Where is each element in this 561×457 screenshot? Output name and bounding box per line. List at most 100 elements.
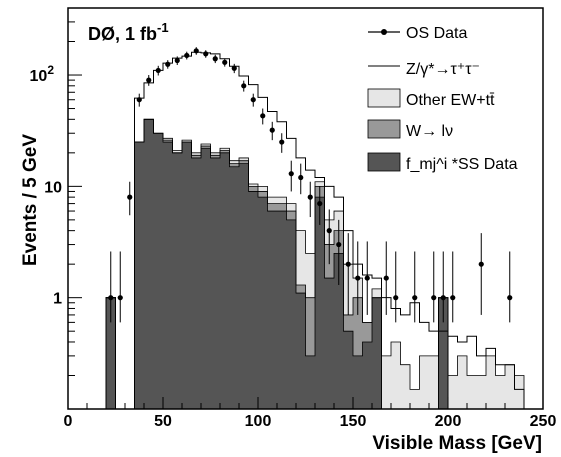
data-point	[222, 59, 228, 65]
data-point	[364, 275, 370, 281]
fmj_ss-bar	[334, 253, 344, 409]
y-tick-label: 1	[53, 291, 62, 308]
legend-swatch-other_ew	[367, 88, 401, 108]
data-point	[165, 61, 171, 67]
other_ew-bar	[476, 375, 486, 409]
x-tick-label: 250	[530, 413, 557, 430]
fmj_ss-bar	[153, 133, 163, 409]
experiment-label-sup: -1	[157, 20, 169, 35]
data-point	[393, 295, 399, 301]
plot-frame	[67, 7, 544, 410]
data-point	[307, 194, 313, 200]
data-point	[336, 241, 342, 248]
fmj_ss-bar	[324, 278, 334, 409]
wlnu-bar	[305, 297, 315, 409]
data-point	[317, 200, 323, 207]
experiment-label: DØ, 1 fb-1	[88, 20, 169, 44]
other_ew-bar	[486, 355, 496, 409]
x-tick-label: 0	[64, 413, 73, 430]
x-tick-label: 50	[154, 413, 172, 430]
other_ew-bar	[514, 375, 524, 409]
legend-label-os-data: OS Data	[406, 25, 467, 42]
fmj_ss-bar	[191, 157, 201, 409]
fmj_ss-bar	[372, 297, 382, 409]
data-point	[193, 48, 199, 54]
data-point	[108, 295, 114, 301]
fmj_ss-bar	[362, 341, 372, 409]
data-point	[174, 57, 180, 64]
legend-label-fmj_ss: f_mj^i *SS Data	[406, 156, 518, 173]
fmj_ss-bar	[163, 142, 173, 409]
data-point	[231, 65, 237, 71]
data-point	[269, 127, 275, 133]
fmj_ss-bar	[239, 163, 249, 409]
x-tick-label: 150	[340, 413, 367, 430]
data-point	[260, 113, 266, 119]
legend-label-wlnu: W→ lν	[406, 123, 453, 140]
legend-swatch-wlnu	[367, 119, 401, 139]
x-tick-label: 200	[435, 413, 462, 430]
fmj_ss-bar	[343, 331, 353, 409]
data-point	[136, 97, 142, 103]
other_ew-bar	[410, 389, 420, 409]
data-point	[412, 295, 418, 301]
data-point	[241, 83, 247, 89]
data-point	[355, 275, 361, 281]
fmj_ss-bar	[134, 142, 144, 409]
legend-data-marker	[381, 29, 387, 35]
other_ew-outline	[105, 118, 534, 410]
fmj_ss-bar	[172, 152, 182, 409]
wlnu-bar	[353, 297, 363, 409]
stacked-fills	[106, 119, 524, 410]
fmj_ss-bar	[438, 297, 448, 409]
data-point	[203, 51, 209, 57]
fmj_ss-bar	[286, 219, 296, 409]
legend-label-ztt: Z/γ*→τ⁺τ⁻	[406, 61, 480, 78]
data-point	[431, 295, 437, 301]
other_ew-bar	[429, 355, 439, 409]
experiment-label-text: DØ, 1 fb	[88, 24, 157, 44]
other_ew-bar	[448, 375, 458, 409]
data-point	[117, 295, 123, 301]
data-point	[440, 295, 446, 301]
fmj_ss-bar	[305, 355, 315, 409]
fmj_ss-bar	[210, 157, 220, 409]
x-tick-label: 100	[245, 413, 272, 430]
data-point	[212, 56, 218, 62]
other_ew-bar	[505, 364, 515, 409]
axis-ticks	[67, 7, 544, 410]
fmj_ss-bar	[248, 191, 258, 409]
fmj_ss-bar	[220, 152, 230, 409]
data-point	[478, 261, 484, 267]
fmj_ss-bar	[267, 211, 277, 409]
fmj_ss-bar	[315, 197, 325, 409]
fmj_ss-bar	[144, 119, 154, 409]
data-point	[146, 77, 152, 83]
fmj_ss-bar	[229, 166, 239, 409]
data-point	[288, 171, 294, 177]
svg-text:DØ, 1 fb-1: DØ, 1 fb-1	[88, 20, 169, 44]
fmj_ss-bar	[201, 148, 211, 409]
other_ew-bar	[381, 355, 391, 409]
legend-label-other_ew: Other EW+tt̄	[406, 92, 495, 109]
y-tick-label: 102	[30, 63, 55, 85]
fmj_ss-bar	[296, 293, 306, 409]
other_ew-bar	[457, 355, 467, 409]
legend: OS Data Z/γ*→τ⁺τ⁻ Other EW+tt̄ W→ lν f_mj^i …	[367, 25, 518, 173]
data-point	[250, 97, 256, 103]
data-point	[326, 228, 332, 234]
other_ew-bar	[391, 341, 401, 409]
y-axis-title: Events / 5 GeV	[20, 134, 41, 266]
tick-labels: 0 50 100 150 200 250 1 10 102	[30, 63, 557, 430]
data-point	[298, 174, 304, 181]
fmj_ss-bar	[182, 142, 192, 409]
data-point	[155, 67, 161, 74]
other_ew-bar	[495, 375, 505, 409]
data-point	[345, 261, 351, 267]
data-points	[108, 47, 513, 323]
data-point	[279, 139, 285, 145]
other_ew-bar	[419, 355, 429, 409]
data-point	[127, 194, 133, 200]
other_ew-bar	[467, 375, 477, 409]
